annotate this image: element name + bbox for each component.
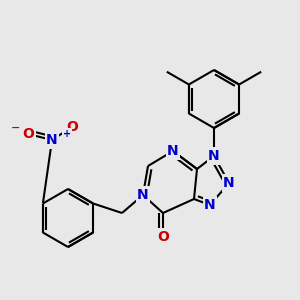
Text: −: − <box>11 123 21 133</box>
Text: N: N <box>46 133 58 147</box>
Text: N: N <box>167 144 179 158</box>
Text: O: O <box>66 120 78 134</box>
Text: O: O <box>22 127 34 141</box>
Text: N: N <box>204 198 216 212</box>
Text: N: N <box>208 149 220 163</box>
Text: N: N <box>223 176 235 190</box>
Text: N: N <box>137 188 149 202</box>
Text: O: O <box>157 230 169 244</box>
Text: +: + <box>63 129 71 139</box>
